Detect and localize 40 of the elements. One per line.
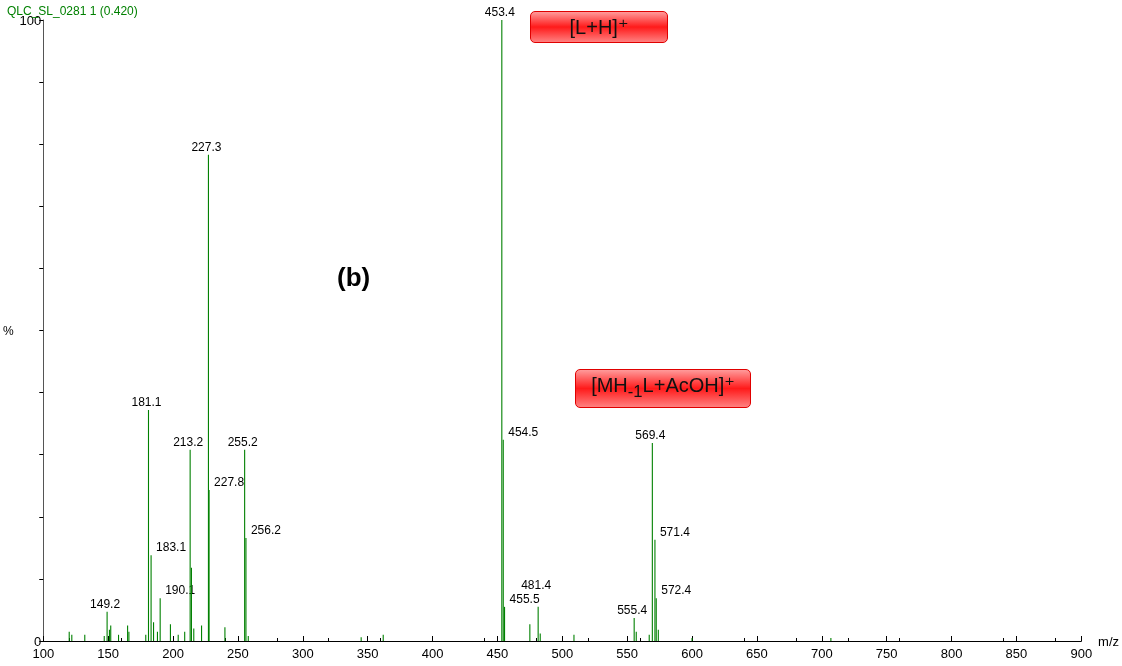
x-tick-label: 550: [616, 646, 639, 661]
annotation: 555.4: [617, 603, 648, 618]
x-tick-label: 900: [1070, 646, 1093, 661]
annotation: 227.8: [214, 475, 245, 490]
x-tick-label: 350: [356, 646, 379, 661]
annotation: 453.4: [484, 5, 516, 19]
annotation: 227.3: [191, 139, 222, 154]
chart-title: QLC_SL_0281 1 (0.420): [7, 4, 138, 18]
annotation: 481.4: [521, 577, 552, 592]
x-tick-label: 800: [940, 646, 963, 661]
x-tick-label: 500: [551, 646, 574, 661]
annotation: 183.1: [156, 540, 187, 555]
annotation: 572.4: [661, 583, 692, 598]
annotation: 571.4: [659, 524, 691, 539]
annotation: 149.2: [90, 596, 121, 611]
x-tick-label: 150: [97, 646, 119, 661]
x-tick-label: 650: [746, 646, 768, 661]
x-tick-label: 100: [32, 646, 55, 661]
x-tick-label: 750: [875, 646, 898, 661]
annotation: 213.2: [173, 434, 204, 449]
annotation: 255.2: [227, 434, 258, 449]
annotation: 256.2: [250, 522, 282, 537]
y-axis-title: %: [3, 323, 14, 338]
x-axis-title: m/z: [1098, 634, 1120, 649]
annotation: 181.1: [131, 394, 162, 409]
x-tick-label: 700: [810, 646, 833, 661]
annotation: 569.4: [635, 427, 666, 442]
y-tick-label: 0: [34, 633, 42, 649]
x-tick-label: 400: [421, 646, 444, 661]
x-tick-label: 600: [681, 646, 703, 661]
x-tick-label: 450: [486, 646, 509, 661]
annotation: 455.5: [509, 591, 540, 606]
x-tick-label: 250: [227, 646, 249, 661]
x-tick-label: 850: [1005, 646, 1028, 661]
x-tick-label: 200: [162, 646, 184, 661]
annotation: (b): [337, 262, 371, 293]
x-tick-label: 300: [291, 646, 314, 661]
annotation: [L+H]⁺: [569, 16, 629, 38]
annotation: 454.5: [508, 424, 539, 439]
annotation: [MH$_{-1}$L+AcOH]⁺: [591, 374, 735, 401]
